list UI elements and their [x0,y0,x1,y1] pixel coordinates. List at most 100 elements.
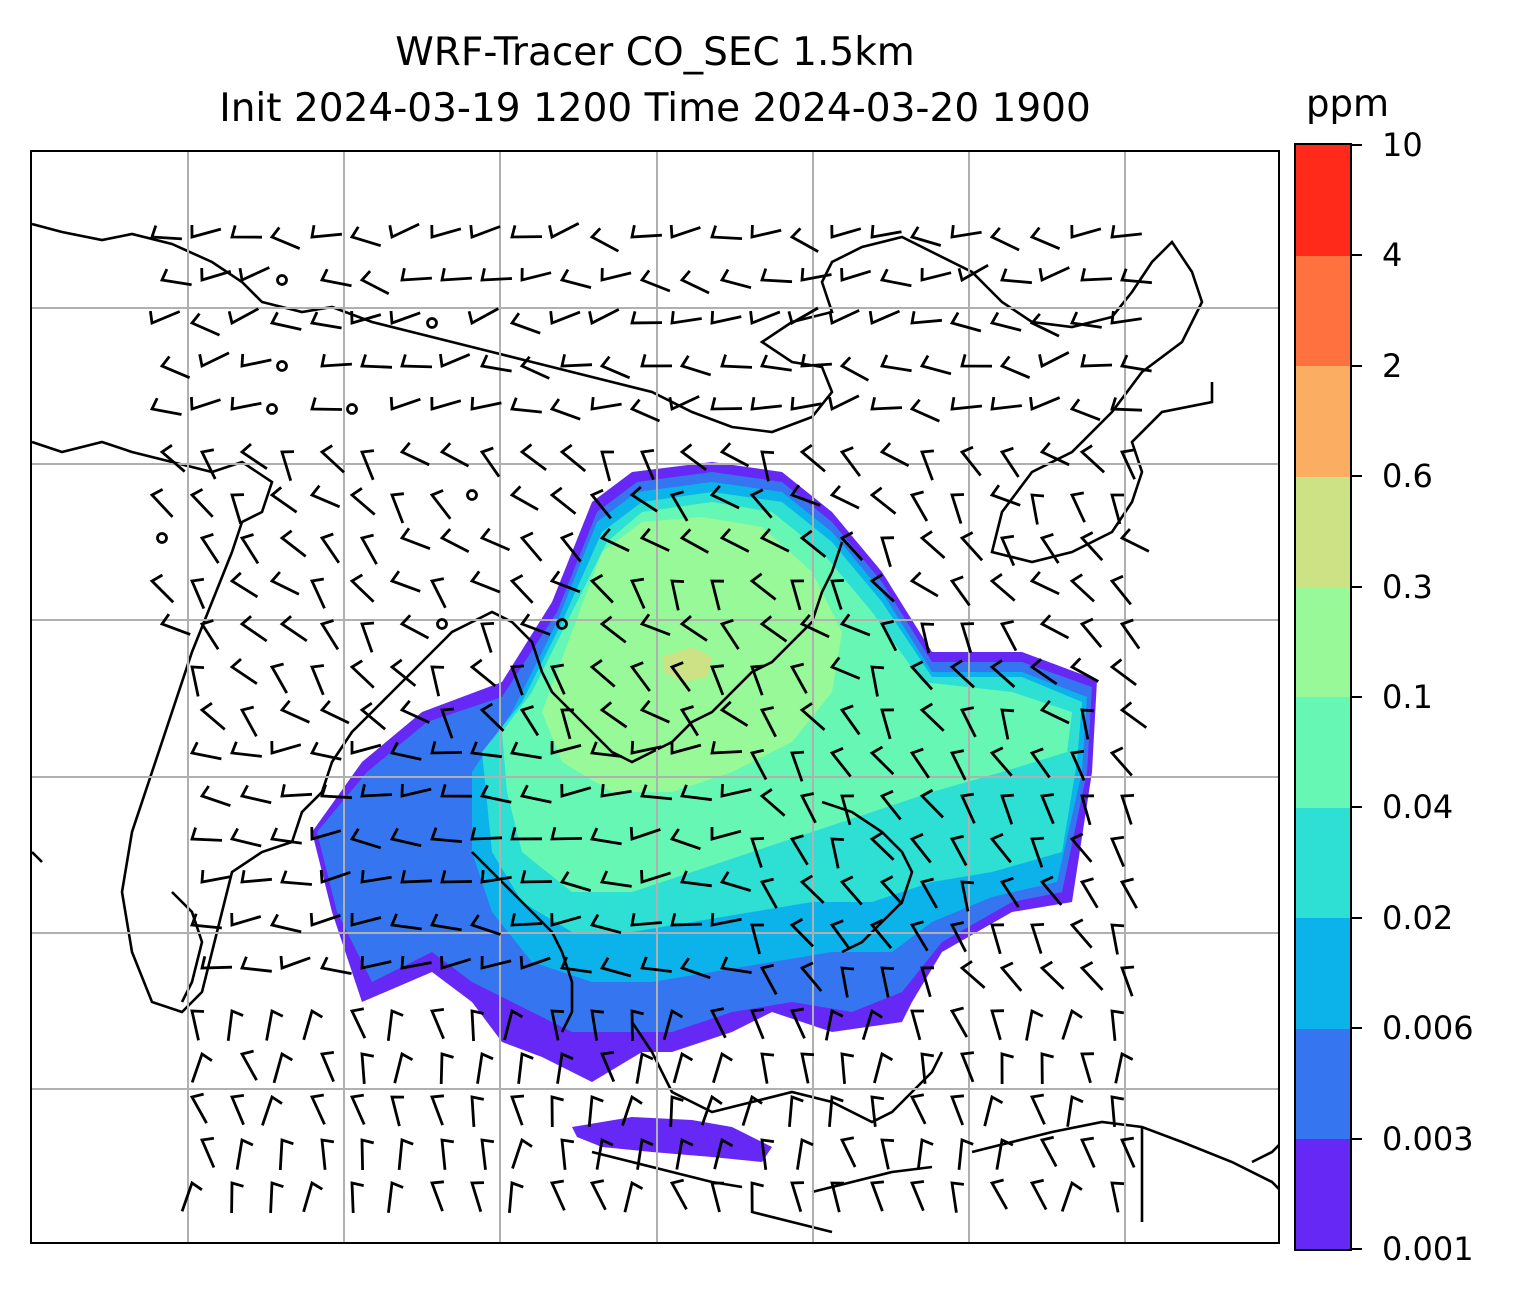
wind-barb [1029,396,1061,411]
wind-barb [880,966,895,998]
wind-barb [229,827,262,848]
colorbar-tick-label: 4 [1382,236,1403,275]
wind-barb [559,443,587,473]
wind-barb [320,1051,335,1083]
wind-barb [1110,310,1142,325]
wind-barb [635,1051,654,1084]
wind-barb [430,1180,445,1212]
colorbar-tick-label: 0.003 [1382,1119,1474,1158]
wind-barb [1069,832,1093,863]
wind-barb [999,355,1031,379]
wind-barb [400,267,432,282]
wind-barb [1109,746,1133,777]
wind-barb [989,484,1021,507]
wind-barb [199,448,217,480]
wind-barb [439,353,471,368]
wind-barb [470,741,502,759]
wind-barb [480,622,495,654]
wind-barb [861,1008,883,1041]
wind-barb [509,741,542,760]
wind-barb [1120,965,1135,997]
wind-barb [440,267,472,282]
wind-barb [279,615,308,643]
wind-barb [789,917,814,948]
lat-lon-gridlines [32,152,1278,1242]
wind-barb [239,705,258,737]
wind-barb [1079,961,1104,991]
wind-barb [830,837,845,869]
wind-barb [310,224,343,239]
wind-barb [269,571,300,596]
calm-wind-marker [276,274,288,286]
wind-barb [389,741,422,761]
wind-barb [839,531,864,562]
wind-barb [790,396,822,411]
wind-barb [999,446,1020,478]
wind-barb [549,486,577,515]
wind-barb [470,1009,484,1042]
wind-barb [549,663,566,695]
wind-barb [800,353,832,368]
wind-barb [621,1094,643,1126]
wind-barb [749,488,773,519]
wind-barb [189,741,222,761]
wind-barb [390,1095,405,1127]
wind-barb [989,659,1016,688]
wind-barb [719,442,750,468]
wind-barb [840,794,855,826]
wind-barb [230,396,262,411]
wind-barb [519,355,550,380]
wind-barb [479,784,512,804]
colorbar-tick-label: 0.02 [1382,898,1454,937]
wind-barb [510,664,525,696]
wind-barb [180,1180,203,1212]
wind-barb [556,1051,574,1084]
wind-barb [429,489,452,520]
colorbar-unit-label: ppm [1306,82,1390,125]
wind-barb [870,1180,885,1212]
wind-barb [309,311,342,330]
wind-barb [720,783,752,798]
wind-barb [959,792,976,824]
wind-barb [469,914,501,936]
wind-barb [870,224,902,239]
wind-barb [910,1009,924,1041]
wind-barb [788,1095,804,1128]
wind-barb [479,702,505,732]
calm-wind-marker [156,532,168,544]
wind-barb [639,699,670,724]
wind-barb [840,966,855,998]
wind-barb [669,1178,688,1210]
wind-barb [920,1052,935,1084]
wind-barb [869,573,895,603]
colorbar-tick-label: 0.001 [1382,1230,1474,1268]
wind-barb [272,1051,294,1084]
wind-barb [587,1095,604,1128]
wind-barb [470,1095,485,1127]
wind-barb [550,1095,564,1128]
wind-barb [310,397,343,411]
wind-barb [429,577,447,609]
wind-barb [750,1008,765,1040]
colorbar-tick [1352,585,1362,588]
wind-barb [349,1007,367,1039]
wind-barb [989,311,1022,332]
wind-barb [149,573,175,604]
colorbar-segment [1296,1138,1350,1250]
wind-barb [741,1094,763,1127]
wind-barb [519,613,551,636]
wind-barb [839,613,871,637]
wind-barb [909,660,934,691]
wind-barb [430,396,462,411]
wind-barb [589,573,614,604]
wind-barb [840,1052,855,1085]
wind-barb [959,706,977,738]
wind-barb [470,396,502,411]
wind-barb [1060,1180,1083,1212]
wind-barb [589,488,612,520]
wind-barb [549,570,581,594]
wind-barb [599,701,628,729]
wind-barb [750,1181,764,1214]
colorbar-segment [1296,476,1350,588]
wind-barb [829,656,861,680]
